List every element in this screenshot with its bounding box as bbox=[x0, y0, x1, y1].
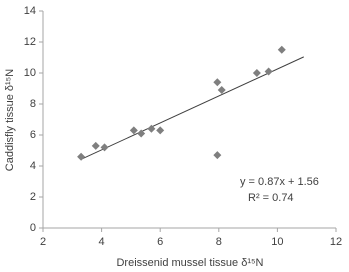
point bbox=[91, 141, 100, 150]
point bbox=[137, 129, 146, 138]
y-tick-label: 14 bbox=[24, 5, 36, 17]
y-tick-label: 2 bbox=[30, 191, 36, 203]
y-tick-label: 10 bbox=[24, 67, 36, 79]
point bbox=[213, 78, 222, 87]
x-tick-label: 6 bbox=[157, 236, 163, 248]
y-tick-label: 4 bbox=[30, 160, 36, 172]
x-tick-label: 2 bbox=[40, 236, 46, 248]
point bbox=[156, 126, 165, 135]
point bbox=[129, 126, 138, 135]
x-axis-title: Dreissenid mussel tissue δ¹⁵N bbox=[116, 257, 263, 269]
point bbox=[147, 124, 156, 133]
x-tick-label: 8 bbox=[216, 236, 222, 248]
x-tick-label: 10 bbox=[271, 236, 283, 248]
y-tick-label: 12 bbox=[24, 36, 36, 48]
y-axis-title: Caddisfly tissue δ¹⁵N bbox=[4, 69, 16, 171]
annotation: R² = 0.74 bbox=[248, 192, 294, 204]
point bbox=[213, 151, 222, 160]
point bbox=[264, 67, 273, 76]
y-tick-label: 6 bbox=[30, 129, 36, 141]
point bbox=[277, 45, 286, 54]
x-tick-label: 12 bbox=[330, 236, 342, 248]
point bbox=[252, 69, 261, 77]
point bbox=[217, 86, 226, 95]
x-tick-label: 4 bbox=[99, 236, 105, 248]
point bbox=[100, 143, 109, 152]
y-tick-label: 8 bbox=[30, 98, 36, 110]
trendline bbox=[80, 56, 304, 160]
point bbox=[77, 152, 86, 161]
y-tick-label: 0 bbox=[30, 222, 36, 234]
annotation: y = 0.87x + 1.56 bbox=[240, 176, 319, 188]
